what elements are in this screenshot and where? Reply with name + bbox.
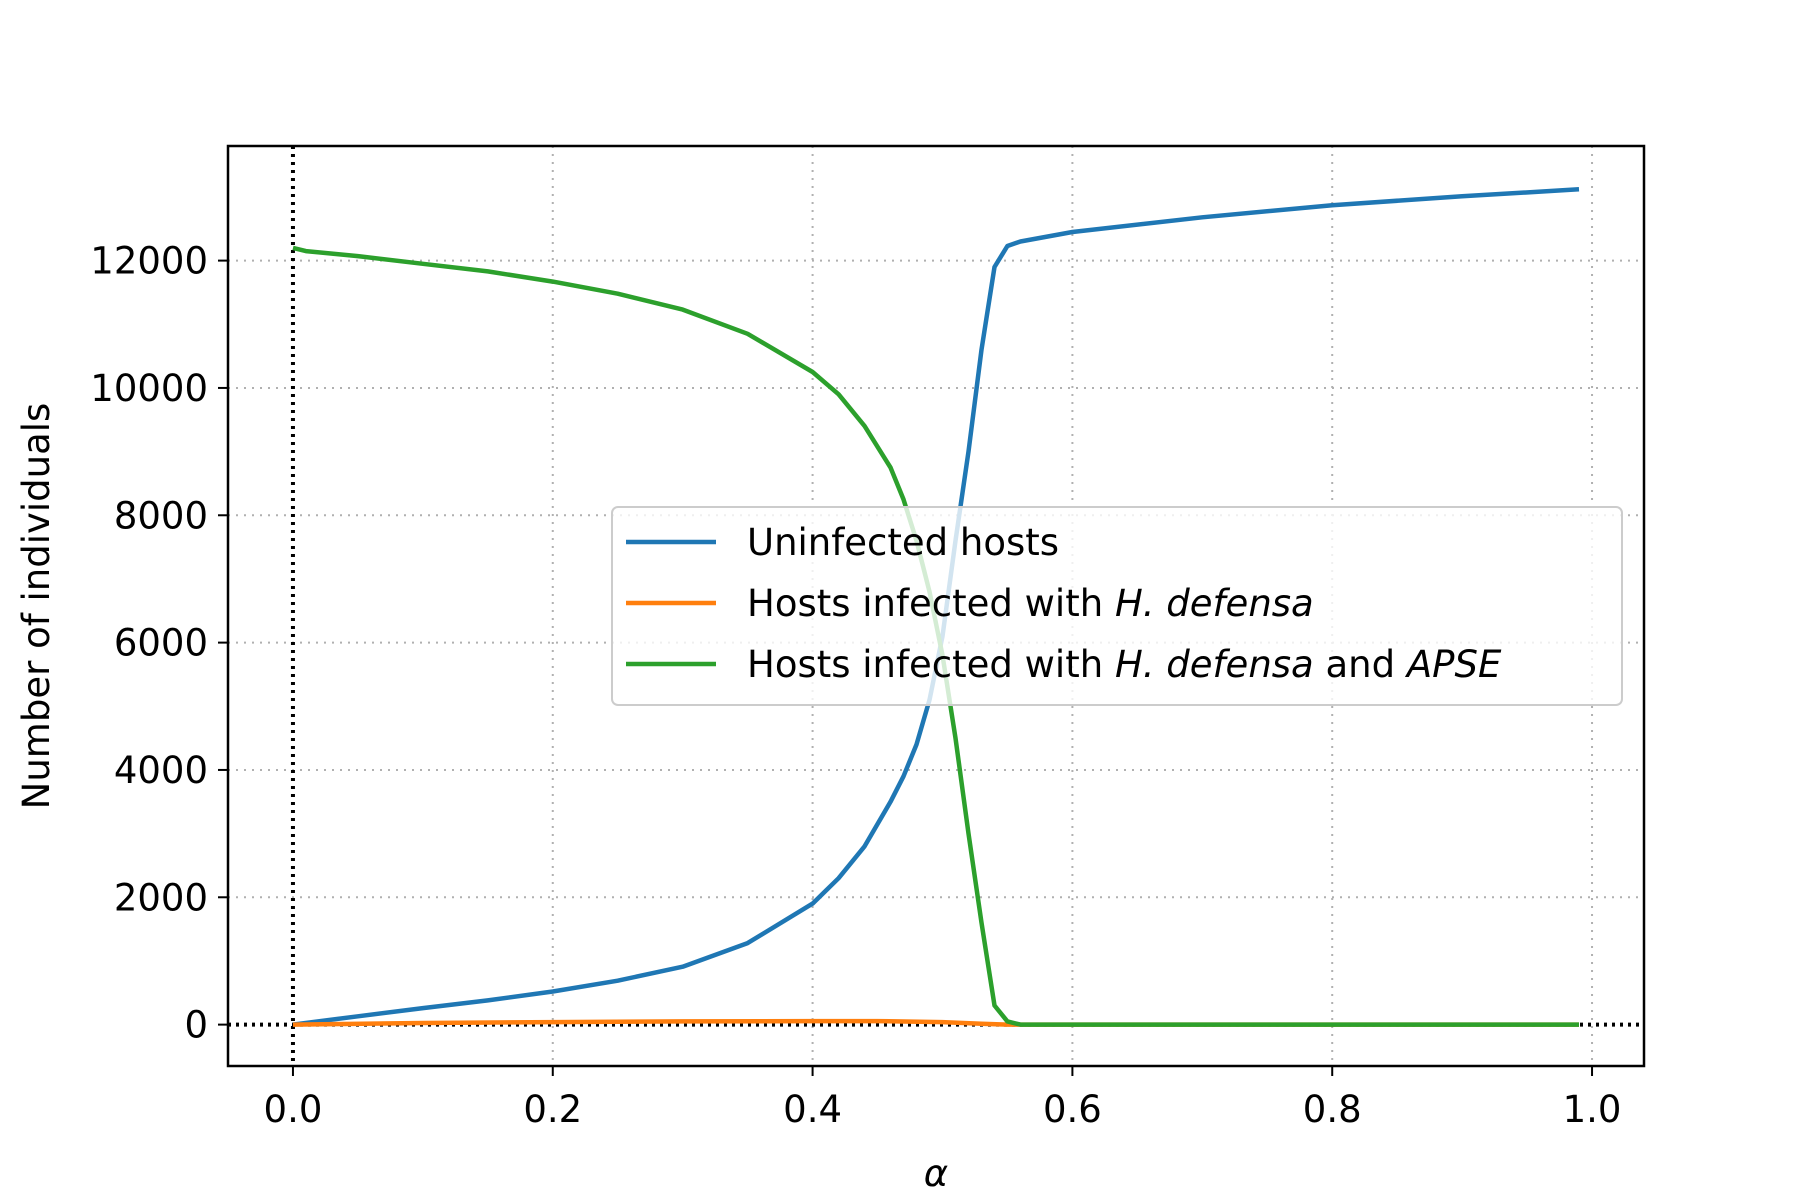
y-tick-label: 8000 [114,494,208,537]
y-tick-label: 2000 [114,876,208,919]
legend-box [611,506,1623,706]
reference-lines [228,146,1644,1066]
series-line-1 [292,187,1580,1027]
y-tick-label: 10000 [90,367,208,410]
legend-label-1: Uninfected hosts [747,521,1059,564]
x-tick-label: 0.6 [1043,1088,1102,1131]
legend: Uninfected hosts Hosts infected with H. d… [611,506,1623,706]
x-tick-label: 0.2 [523,1088,582,1131]
axis-ticks: 0.0 0.2 0.4 0.6 0.8 1.0 0 2000 4000 6000 8000 10000… [90,240,1621,1131]
x-tick-label: 0.0 [264,1088,323,1131]
y-tick-label: 6000 [114,622,208,665]
x-tick-label: 0.8 [1303,1088,1362,1131]
legend-label-2: Hosts infected with H. defensa [747,582,1314,625]
plot-frame [226,144,1646,1068]
y-tick-label: 4000 [114,749,208,792]
x-axis-label: α [924,1152,948,1195]
y-tick-label: 0 [184,1004,208,1047]
legend-label-3: Hosts infected with H. defensa and APSE [747,643,1502,686]
x-tick-label: 1.0 [1563,1088,1622,1131]
x-tick-label: 0.4 [783,1088,842,1131]
y-axis-label: Number of individuals [15,403,58,810]
y-tick-label: 12000 [90,240,208,283]
